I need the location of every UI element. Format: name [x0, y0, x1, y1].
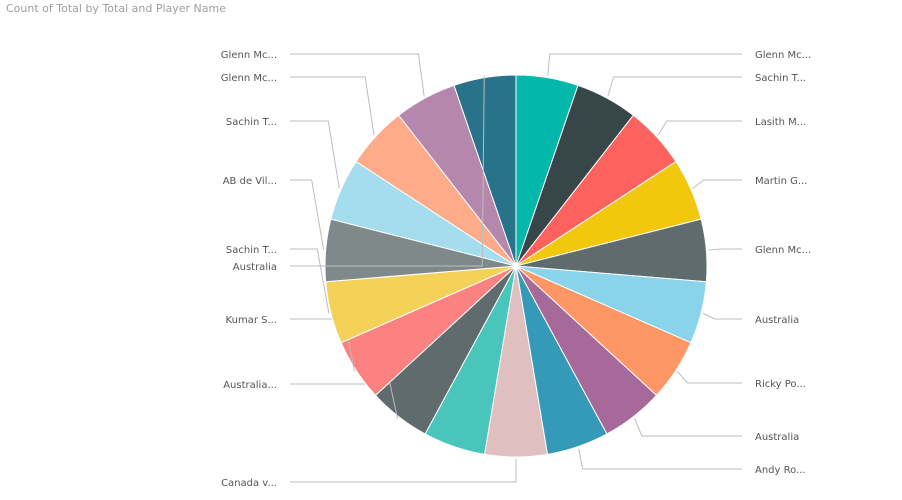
leader-line [290, 53, 425, 97]
leader-line [708, 248, 742, 251]
slice-label: Glenn Mc... [221, 73, 277, 84]
leader-line [547, 53, 742, 76]
slice-label: Andy Ro... [755, 465, 806, 476]
leader-line [290, 459, 517, 483]
leader-line [702, 312, 742, 320]
slice-label: Australia [755, 315, 799, 326]
slice-label: Martin G... [755, 176, 807, 187]
leader-line [290, 383, 398, 419]
leader-line [692, 179, 742, 189]
slice-label: Australia... [223, 380, 277, 391]
slice-label: Australia [755, 432, 799, 443]
slice-label: Sachin T... [226, 117, 277, 128]
slice-label: Canada v... [221, 478, 277, 489]
leader-line [578, 448, 742, 470]
leader-line [290, 120, 340, 189]
chart-title: Count of Total by Total and Player Name [6, 2, 226, 15]
slice-label: Australia [233, 262, 277, 273]
slice-label: Kumar S... [226, 315, 277, 326]
leader-line [290, 248, 330, 314]
slice-label: AB de Vil... [223, 176, 277, 187]
slice-label: Glenn Mc... [755, 245, 811, 256]
slice-label: Glenn Mc... [221, 50, 277, 61]
leader-line [607, 76, 742, 97]
slice-label: Glenn Mc... [755, 50, 811, 61]
leader-line [657, 120, 742, 136]
leader-line [290, 76, 375, 136]
leader-line [290, 179, 325, 251]
slice-label: Lasith M... [755, 117, 806, 128]
leader-line [677, 371, 742, 384]
slice-label: Sachin T... [755, 73, 806, 84]
slice-label: Sachin T... [226, 245, 277, 256]
slice-label: Ricky Po... [755, 379, 806, 390]
leader-line [634, 418, 742, 437]
leader-line [290, 75, 485, 267]
